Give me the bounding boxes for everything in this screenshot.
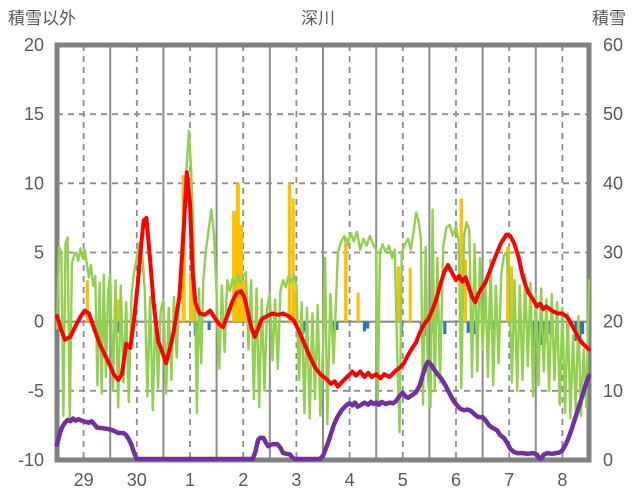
right-axis-tick-label: 60: [603, 35, 623, 55]
orange-bar: [291, 291, 298, 322]
left-axis-tick-label: 0: [34, 312, 44, 332]
right-axis-tick-label: 40: [603, 173, 623, 193]
right-axis-title: 積雪: [592, 9, 626, 28]
orange-bar: [464, 259, 468, 322]
orange-bar: [116, 299, 120, 322]
orange-bar: [397, 266, 401, 322]
blue-bar: [366, 321, 370, 329]
orange-bar: [408, 267, 412, 322]
x-axis-tick-label: 29: [74, 470, 94, 490]
blue-bar: [207, 321, 211, 330]
left-axis-tick-label: 10: [24, 173, 44, 193]
plot-border: [54, 42, 592, 463]
x-axis-tick-label: 4: [345, 470, 355, 490]
orange-bar: [85, 280, 89, 322]
left-axis-title: 積雪以外: [8, 9, 76, 28]
purple-line: [54, 359, 592, 462]
orange-bar: [459, 198, 464, 322]
blue-bar: [443, 321, 447, 335]
orange-bar: [235, 183, 240, 322]
orange-bar: [192, 294, 196, 322]
orange-bar: [344, 237, 348, 322]
orange-bar: [356, 292, 360, 322]
red-line: [55, 170, 591, 389]
orange-bar: [291, 198, 295, 322]
right-axis-tick-label: 10: [603, 381, 623, 401]
blue-bar: [581, 321, 585, 335]
x-axis-tick-label: 2: [238, 470, 248, 490]
blue-bar: [362, 321, 367, 332]
left-axis-tick-label: -5: [28, 381, 44, 401]
x-axis-tick-label: 8: [557, 470, 567, 490]
left-axis-tick-label: 5: [34, 243, 44, 263]
right-axis-tick-label: 20: [603, 312, 623, 332]
x-axis-tick-label: 6: [451, 470, 461, 490]
x-axis-tick-label: 30: [127, 470, 147, 490]
right-axis-tick-label: 30: [603, 243, 623, 263]
blue-bar: [335, 321, 339, 330]
x-axis-tick-label: 7: [504, 470, 514, 490]
orange-bar: [239, 224, 244, 322]
blue-bar: [466, 321, 470, 333]
left-axis-tick-label: 15: [24, 104, 44, 124]
orange-bar: [287, 183, 292, 322]
right-axis-tick-label: 0: [603, 450, 613, 470]
chart-title: 深川: [301, 9, 335, 28]
green-line: [55, 129, 591, 434]
blue-bar: [473, 321, 477, 335]
orange-bar: [509, 266, 514, 322]
left-axis-tick-label: -10: [18, 450, 44, 470]
orange-bar: [189, 273, 194, 322]
orange-bar: [506, 246, 511, 322]
right-axis-tick-label: 50: [603, 104, 623, 124]
blue-bar: [332, 321, 336, 333]
left-axis-tick-label: 20: [24, 35, 44, 55]
blue-bar: [539, 321, 544, 346]
x-axis-tick-label: 1: [185, 470, 195, 490]
orange-bar: [232, 211, 237, 322]
x-axis-tick-label: 5: [398, 470, 408, 490]
x-axis-tick-label: 3: [291, 470, 301, 490]
